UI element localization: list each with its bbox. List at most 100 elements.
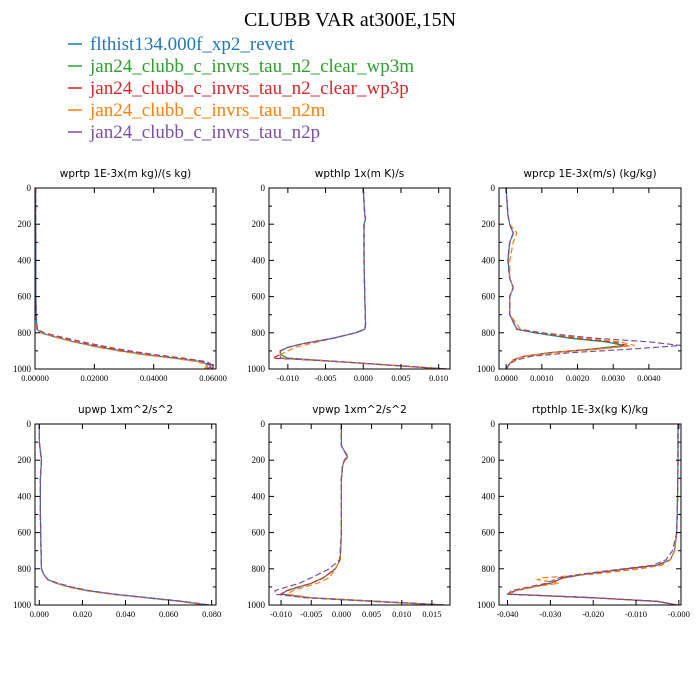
y-tick-label: 800 bbox=[18, 564, 32, 574]
legend: flthist134.000f_xp2_revertjan24_clubb_c_… bbox=[68, 34, 414, 143]
x-tick-label: 0.010 bbox=[429, 373, 448, 383]
legend-entry: jan24_clubb_c_invrs_tau_n2_clear_wp3m bbox=[68, 56, 414, 77]
y-tick-label: 1000 bbox=[247, 600, 266, 610]
y-tick-label: 0 bbox=[261, 419, 266, 429]
y-tick-label: 200 bbox=[18, 219, 32, 229]
legend-label: jan24_clubb_c_invrs_tau_n2_clear_wp3m bbox=[89, 56, 414, 77]
panel-title: wprcp 1E-3x(m/s) (kg/kg) bbox=[523, 168, 656, 180]
y-tick-label: 400 bbox=[18, 255, 32, 265]
x-tick-label: 0.06000 bbox=[199, 373, 227, 383]
x-tick-label: -0.000 bbox=[668, 609, 690, 619]
y-tick-label: 0 bbox=[491, 183, 496, 193]
y-tick-label: 200 bbox=[252, 219, 266, 229]
series-line bbox=[505, 424, 679, 605]
legend-label: jan24_clubb_c_invrs_tau_n2m bbox=[89, 100, 326, 121]
legend-entry: flthist134.000f_xp2_revert bbox=[68, 34, 295, 55]
series-group bbox=[38, 424, 210, 605]
x-tick-label: -0.010 bbox=[270, 609, 292, 619]
panel-title: vpwp 1xm^2/s^2 bbox=[312, 404, 407, 416]
y-tick-label: 800 bbox=[252, 564, 266, 574]
panel: wprcp 1E-3x(m/s) (kg/kg) 0 200 400 600 800 100… bbox=[477, 168, 682, 383]
y-tick-label: 1000 bbox=[247, 364, 266, 374]
x-tick-label: -0.005 bbox=[300, 609, 322, 619]
y-tick-label: 600 bbox=[482, 528, 496, 538]
y-tick-label: 1000 bbox=[477, 600, 496, 610]
series-group bbox=[274, 424, 445, 605]
legend-label: jan24_clubb_c_invrs_tau_n2p bbox=[89, 122, 320, 143]
legend-label: jan24_clubb_c_invrs_tau_n2_clear_wp3p bbox=[89, 78, 409, 99]
x-tick-label: 0.015 bbox=[422, 609, 441, 619]
x-tick-label: 0.0040 bbox=[637, 373, 660, 383]
x-tick-label: -0.040 bbox=[497, 609, 519, 619]
x-tick-label: 0.060 bbox=[159, 609, 178, 619]
x-tick-label: 0.04000 bbox=[140, 373, 168, 383]
panels: wprtp 1E-3x(m kg)/(s kg) 0 200 400 600 800 100… bbox=[13, 168, 690, 619]
x-tick-label: 0.0000 bbox=[494, 373, 517, 383]
x-tick-label: 0.0010 bbox=[530, 373, 553, 383]
y-tick-label: 600 bbox=[482, 292, 496, 302]
y-tick-label: 400 bbox=[482, 491, 496, 501]
y-tick-label: 1000 bbox=[477, 364, 496, 374]
x-tick-label: 0.040 bbox=[116, 609, 135, 619]
panel: rtpthlp 1E-3x(kg K)/kg02004006008001000-… bbox=[477, 404, 690, 619]
x-tick-label: 0.010 bbox=[392, 609, 411, 619]
y-tick-label: 600 bbox=[18, 528, 32, 538]
y-tick-label: 200 bbox=[252, 455, 266, 465]
x-tick-label: 0.0030 bbox=[602, 373, 625, 383]
x-tick-label: 0.000 bbox=[354, 373, 373, 383]
panel-title: wprtp 1E-3x(m kg)/(s kg) bbox=[60, 168, 191, 180]
panel-title: wpthlp 1x(m K)/s bbox=[315, 168, 405, 180]
y-tick-label: 400 bbox=[18, 491, 32, 501]
y-tick-label: 0 bbox=[261, 183, 266, 193]
x-tick-label: 0.000 bbox=[30, 609, 49, 619]
figure-title: CLUBB VAR at300E,15N bbox=[244, 9, 456, 31]
legend-entry: jan24_clubb_c_invrs_tau_n2_clear_wp3p bbox=[68, 78, 409, 99]
y-tick-label: 800 bbox=[18, 328, 32, 338]
x-tick-label: 0.005 bbox=[362, 609, 381, 619]
series-group bbox=[505, 188, 681, 369]
y-tick-label: 0 bbox=[491, 419, 496, 429]
x-tick-label: 0.02000 bbox=[81, 373, 109, 383]
x-tick-label: -0.010 bbox=[277, 373, 299, 383]
y-tick-label: 600 bbox=[252, 292, 266, 302]
panel: wprtp 1E-3x(m kg)/(s kg) 0 200 400 600 800 100… bbox=[13, 168, 227, 383]
legend-label: flthist134.000f_xp2_revert bbox=[90, 34, 295, 55]
x-tick-label: -0.010 bbox=[625, 609, 647, 619]
panel-title: upwp 1xm^2/s^2 bbox=[78, 404, 173, 416]
y-tick-label: 200 bbox=[482, 219, 496, 229]
series-line bbox=[505, 188, 681, 369]
panel-title: rtpthlp 1E-3x(kg K)/kg bbox=[532, 404, 648, 416]
series-line bbox=[274, 424, 444, 605]
y-tick-label: 400 bbox=[252, 491, 266, 501]
series-group bbox=[505, 424, 679, 605]
y-tick-label: 200 bbox=[18, 455, 32, 465]
panel: wpthlp 1x(m K)/s 0 200 400 600 800 1000 -0.010 -… bbox=[247, 168, 451, 383]
x-tick-label: 0.00000 bbox=[21, 373, 49, 383]
panel: vpwp 1xm^2/s^2 0 200 400 600 800 1000 -0.010 -0.… bbox=[247, 404, 451, 619]
y-tick-label: 800 bbox=[482, 564, 496, 574]
x-tick-label: 0.005 bbox=[391, 373, 410, 383]
y-tick-label: 600 bbox=[18, 292, 32, 302]
x-tick-label: -0.005 bbox=[315, 373, 337, 383]
x-tick-label: -0.020 bbox=[582, 609, 604, 619]
x-tick-label: 0.020 bbox=[73, 609, 92, 619]
y-tick-label: 800 bbox=[482, 328, 496, 338]
y-tick-label: 0 bbox=[27, 419, 32, 429]
y-tick-label: 600 bbox=[252, 528, 266, 538]
y-tick-label: 1000 bbox=[13, 600, 32, 610]
legend-entry: jan24_clubb_c_invrs_tau_n2m bbox=[68, 100, 326, 121]
x-tick-label: 0.080 bbox=[202, 609, 221, 619]
legend-entry: jan24_clubb_c_invrs_tau_n2p bbox=[68, 122, 320, 143]
series-line bbox=[38, 424, 210, 605]
x-tick-label: 0.000 bbox=[332, 609, 351, 619]
series-line bbox=[279, 188, 447, 369]
y-tick-label: 400 bbox=[482, 255, 496, 265]
y-tick-label: 0 bbox=[27, 183, 32, 193]
series-group bbox=[272, 188, 447, 369]
y-tick-label: 800 bbox=[252, 328, 266, 338]
y-tick-label: 1000 bbox=[13, 364, 32, 374]
x-tick-label: 0.0020 bbox=[566, 373, 589, 383]
y-tick-label: 400 bbox=[252, 255, 266, 265]
